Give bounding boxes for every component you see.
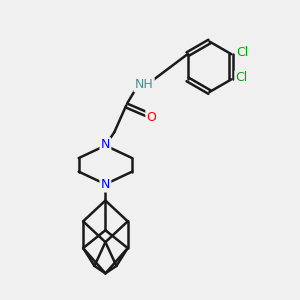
Text: N: N xyxy=(101,138,110,152)
Text: Cl: Cl xyxy=(236,71,248,84)
Text: Cl: Cl xyxy=(236,46,249,59)
Text: NH: NH xyxy=(135,78,153,91)
Text: N: N xyxy=(101,178,110,191)
Text: O: O xyxy=(146,111,156,124)
